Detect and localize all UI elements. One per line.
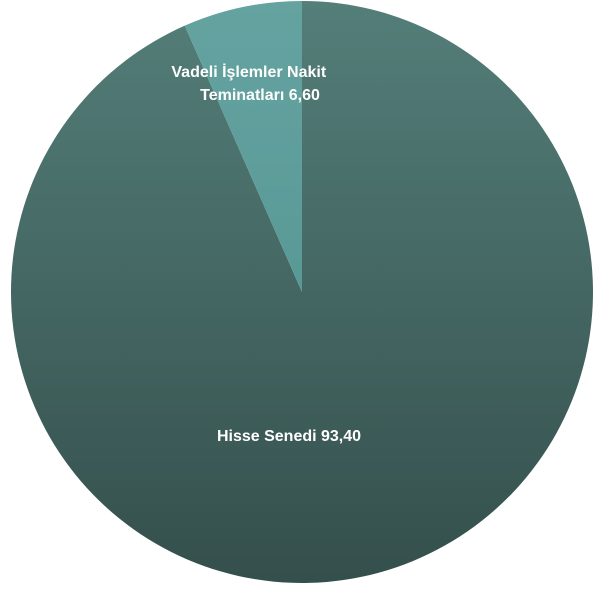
data-label-hisse-senedi: Hisse Senedi 93,40 — [217, 428, 361, 445]
pie-slice-vadeli-islemler — [184, 1, 302, 292]
data-label-line: Hisse Senedi 93,40 — [217, 428, 361, 445]
data-label-line: Teminatları 6,60 — [200, 87, 320, 104]
data-label-line: Vadeli İşlemler Nakit — [171, 63, 326, 81]
data-label-vadeli-islemler: Vadeli İşlemler Nakit Teminatları 6,60 — [171, 63, 330, 104]
